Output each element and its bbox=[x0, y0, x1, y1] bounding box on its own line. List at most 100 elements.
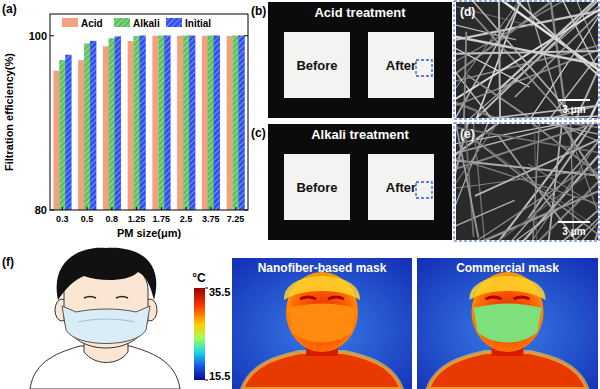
fiber bbox=[456, 26, 598, 67]
sample-label: Before bbox=[296, 180, 337, 195]
bar bbox=[227, 36, 233, 210]
fiber bbox=[585, 2, 598, 107]
thermal-image bbox=[417, 258, 598, 389]
thermal-eyes bbox=[486, 297, 530, 299]
bar bbox=[202, 36, 208, 210]
fiber bbox=[499, 2, 598, 89]
panel-label: (e) bbox=[460, 127, 475, 141]
x-tick-label: 1.75 bbox=[153, 214, 171, 224]
thermal-body-edge bbox=[428, 352, 588, 389]
bar bbox=[128, 41, 134, 210]
bar bbox=[152, 36, 158, 210]
x-tick bbox=[62, 207, 63, 210]
thermal-body bbox=[242, 352, 402, 389]
bar bbox=[183, 36, 189, 210]
fiber bbox=[456, 95, 598, 118]
panel-label: (d) bbox=[460, 5, 475, 19]
bar bbox=[103, 46, 109, 210]
sample bbox=[284, 32, 350, 98]
thermal-mask bbox=[474, 304, 542, 343]
fiber bbox=[456, 124, 598, 231]
bar bbox=[109, 38, 115, 210]
colorbar-tick bbox=[205, 380, 208, 381]
fiber bbox=[540, 2, 598, 118]
y-tick bbox=[244, 35, 248, 36]
mask bbox=[62, 306, 150, 344]
photo-title: Alkali treatment bbox=[311, 127, 409, 142]
bar bbox=[140, 36, 146, 210]
legend-label: Alkali bbox=[133, 18, 160, 29]
cartoon bbox=[30, 248, 180, 389]
x-tick-label: 1.25 bbox=[128, 214, 146, 224]
colorbar-tick-label: 35.5 bbox=[209, 286, 230, 298]
bar bbox=[59, 60, 65, 210]
scale-bar bbox=[558, 99, 590, 101]
fiber bbox=[456, 124, 598, 165]
zoom-box bbox=[416, 182, 432, 198]
y-tick-label: 80 bbox=[35, 204, 47, 216]
x-tick-label: 0.8 bbox=[106, 214, 119, 224]
bar bbox=[134, 36, 140, 210]
y-tick-label: 100 bbox=[29, 30, 47, 42]
sample bbox=[368, 32, 434, 98]
bar bbox=[53, 71, 59, 210]
thermal-bg bbox=[417, 258, 598, 389]
bar bbox=[208, 36, 214, 210]
x-tick bbox=[161, 207, 162, 210]
y-tick bbox=[244, 210, 248, 211]
hair bbox=[57, 248, 157, 300]
scale-bar-label: 3 μm bbox=[562, 226, 585, 237]
legend-swatch bbox=[166, 18, 182, 27]
legend-swatch bbox=[62, 18, 78, 27]
fiber bbox=[461, 32, 466, 118]
legend-swatch bbox=[114, 18, 130, 27]
bar bbox=[90, 41, 96, 210]
fiber bbox=[539, 2, 598, 118]
x-tick-label: 0.5 bbox=[81, 214, 94, 224]
thermal-label: Nanofiber-based mask bbox=[258, 261, 387, 275]
x-tick bbox=[235, 207, 236, 210]
x-tick bbox=[186, 207, 187, 210]
sample-label: After bbox=[386, 180, 416, 195]
sample-label: Before bbox=[296, 58, 337, 73]
sem-image bbox=[456, 124, 598, 240]
bar bbox=[65, 55, 71, 210]
legend-label: Initial bbox=[185, 18, 211, 29]
y-axis-label: Filtration efficiency(%) bbox=[3, 53, 15, 171]
x-tick-label: 2.5 bbox=[180, 214, 193, 224]
y-tick bbox=[50, 210, 54, 211]
x-tick-label: 0.3 bbox=[56, 214, 69, 224]
x-tick-label: 7.25 bbox=[227, 214, 245, 224]
colorbar-tick-label: 15.5 bbox=[209, 370, 230, 382]
bar bbox=[233, 36, 239, 210]
fiber bbox=[498, 2, 501, 118]
fiber bbox=[456, 160, 598, 181]
thermal-bg bbox=[232, 258, 412, 389]
fiber bbox=[467, 75, 598, 118]
x-tick bbox=[87, 207, 88, 210]
bar bbox=[115, 37, 121, 210]
fiber bbox=[465, 124, 598, 187]
fiber bbox=[554, 124, 598, 240]
bar bbox=[189, 36, 195, 210]
photo-title: Acid treatment bbox=[314, 5, 406, 20]
fiber bbox=[456, 124, 598, 179]
fiber bbox=[524, 124, 598, 240]
zoom-box bbox=[416, 60, 432, 76]
photo bbox=[268, 124, 452, 240]
y-tick bbox=[50, 35, 54, 36]
bar bbox=[239, 36, 245, 210]
bar bbox=[177, 36, 183, 210]
eyes bbox=[84, 297, 128, 299]
x-tick bbox=[136, 207, 137, 210]
thermal-body bbox=[428, 352, 588, 389]
fiber bbox=[456, 124, 598, 141]
x-axis-label: PM size(μm) bbox=[117, 227, 182, 239]
colorbar bbox=[194, 288, 205, 380]
scale-bar-label: 3 μm bbox=[562, 104, 585, 115]
fiber bbox=[528, 2, 598, 118]
panel-label: (b) bbox=[251, 4, 266, 18]
sample bbox=[284, 154, 350, 220]
mask-fold bbox=[78, 319, 134, 322]
thermal-body-edge bbox=[242, 352, 402, 389]
